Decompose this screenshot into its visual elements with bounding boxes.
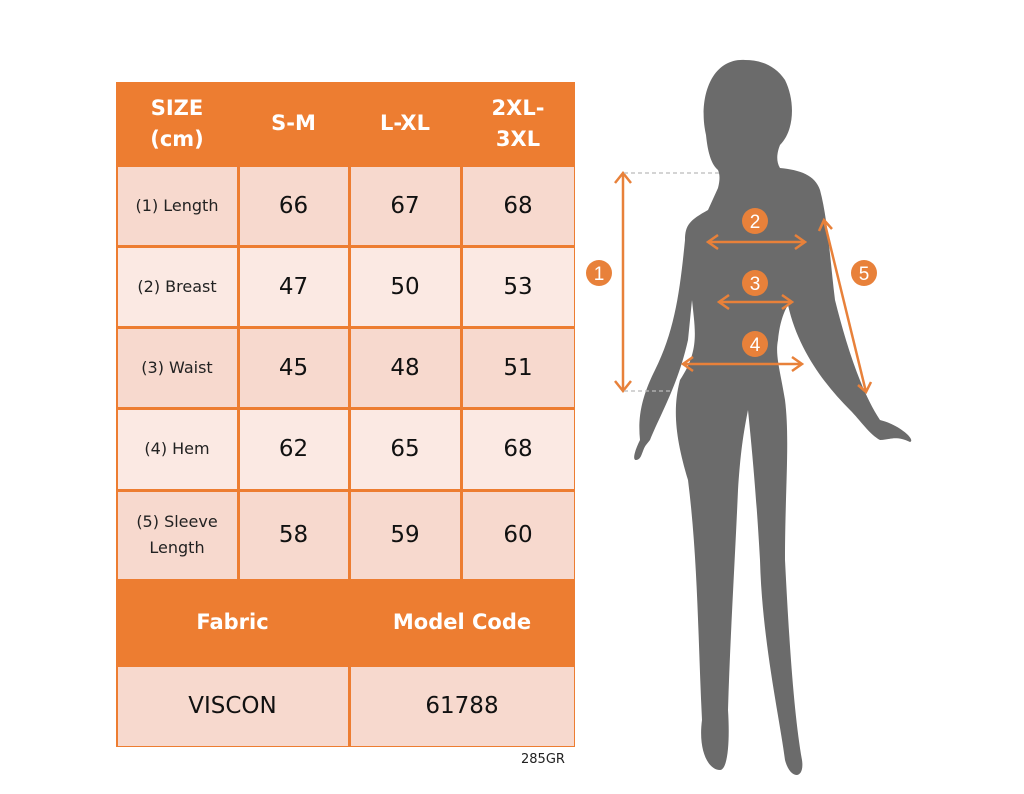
value-cell-text: 66 <box>278 192 309 219</box>
marker-3: 3 <box>742 270 768 296</box>
weight-code: 285GR <box>521 752 565 767</box>
silhouette-shape <box>634 59 912 775</box>
svg-text:1: 1 <box>594 264 605 285</box>
value-cell-text: 48 <box>390 354 420 381</box>
row-label-text: (2) Breast <box>137 276 217 296</box>
header-cell-text: L-XL <box>380 111 430 135</box>
value-cell: 62 <box>239 409 348 489</box>
marker-2: 2 <box>742 208 768 234</box>
fabric-header-text: Fabric <box>196 610 269 634</box>
fabric-header: Fabric <box>118 582 348 664</box>
header-cell-text: 2XL- 3XL <box>491 95 545 151</box>
row-label: (1) Length <box>117 166 237 245</box>
value-cell: 47 <box>239 247 348 326</box>
value-cell: 53 <box>462 247 574 326</box>
header-cell-text: S-M <box>271 111 316 135</box>
value-cell-text: 51 <box>503 354 533 381</box>
model-code-header: Model Code <box>351 582 574 664</box>
value-cell-text: 65 <box>390 436 420 462</box>
value-cell: 58 <box>239 491 348 579</box>
value-cell-text: 47 <box>278 273 309 300</box>
value-cell-text: 62 <box>278 436 309 462</box>
header-cell: S-M <box>240 84 348 164</box>
value-cell-text: 50 <box>390 273 420 300</box>
header-cell: L-XL <box>351 84 460 164</box>
value-cell-text: 59 <box>390 522 420 548</box>
value-cell-text: 68 <box>503 192 533 219</box>
body-silhouette: 1 2 3 4 5 <box>586 59 912 775</box>
row-label: (3) Waist <box>117 328 237 407</box>
size-chart-table: SIZE (cm) S-M L-XL 2XL- 3XL (1) Length 66 67 68… <box>116 82 575 747</box>
fabric-value: VISCON <box>117 666 348 746</box>
row-label: (2) Breast <box>117 247 237 326</box>
value-cell-text: 60 <box>503 522 533 548</box>
value-cell-text: 58 <box>278 522 309 548</box>
value-cell: 60 <box>462 491 574 579</box>
fabric-value-text: VISCON <box>188 693 277 719</box>
value-cell-text: 67 <box>390 192 420 219</box>
header-cell: 2XL- 3XL <box>463 84 574 164</box>
value-cell: 66 <box>239 166 348 245</box>
svg-text:2: 2 <box>750 212 761 233</box>
row-label: (4) Hem <box>117 409 237 489</box>
value-cell: 68 <box>462 166 574 245</box>
marker-4: 4 <box>742 331 768 357</box>
header-cell: SIZE (cm) <box>118 84 237 164</box>
marker-1: 1 <box>586 260 612 286</box>
header-cell-text: SIZE (cm) <box>150 95 204 151</box>
value-cell: 65 <box>350 409 460 489</box>
svg-text:4: 4 <box>750 335 761 356</box>
sleeve-arrow <box>822 219 868 393</box>
value-cell-text: 53 <box>503 273 533 300</box>
row-label-text: (3) Waist <box>141 357 213 377</box>
row-label-text: (4) Hem <box>144 439 210 458</box>
model-code-value: 61788 <box>350 666 574 746</box>
value-cell-text: 45 <box>278 354 309 381</box>
value-cell: 45 <box>239 328 348 407</box>
svg-text:5: 5 <box>859 264 870 285</box>
marker-5: 5 <box>851 260 877 286</box>
row-label-text: (1) Length <box>135 195 219 215</box>
value-cell: 48 <box>350 328 460 407</box>
row-label-text: (5) Sleeve Length <box>136 512 218 557</box>
value-cell: 50 <box>350 247 460 326</box>
value-cell: 68 <box>462 409 574 489</box>
model-code-value-text: 61788 <box>425 693 499 719</box>
svg-text:3: 3 <box>750 274 761 295</box>
model-code-header-text: Model Code <box>392 610 532 634</box>
value-cell: 59 <box>350 491 460 579</box>
value-cell: 67 <box>350 166 460 245</box>
value-cell-text: 68 <box>503 436 533 462</box>
row-label: (5) Sleeve Length <box>117 491 237 579</box>
value-cell: 51 <box>462 328 574 407</box>
